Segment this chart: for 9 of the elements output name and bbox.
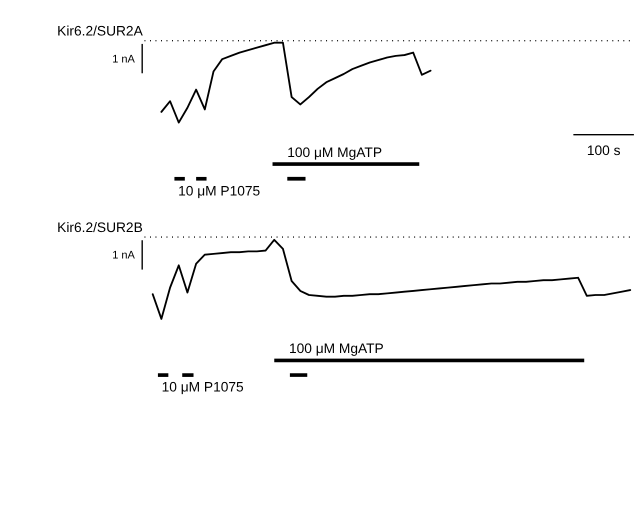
chart-title: Kir6.2/SUR2A xyxy=(57,24,144,39)
text: 100 s xyxy=(586,142,621,158)
text: 1 nA xyxy=(112,250,136,262)
text: 10 μM P1075 xyxy=(162,380,244,395)
text: 1 nA xyxy=(112,53,136,66)
text: 100 μM MgATP xyxy=(287,144,382,160)
text: 10 μM P1075 xyxy=(178,183,261,198)
chart-title: Kir6.2/SUR2B xyxy=(57,220,143,235)
text: 100 μM MgATP xyxy=(288,341,384,356)
